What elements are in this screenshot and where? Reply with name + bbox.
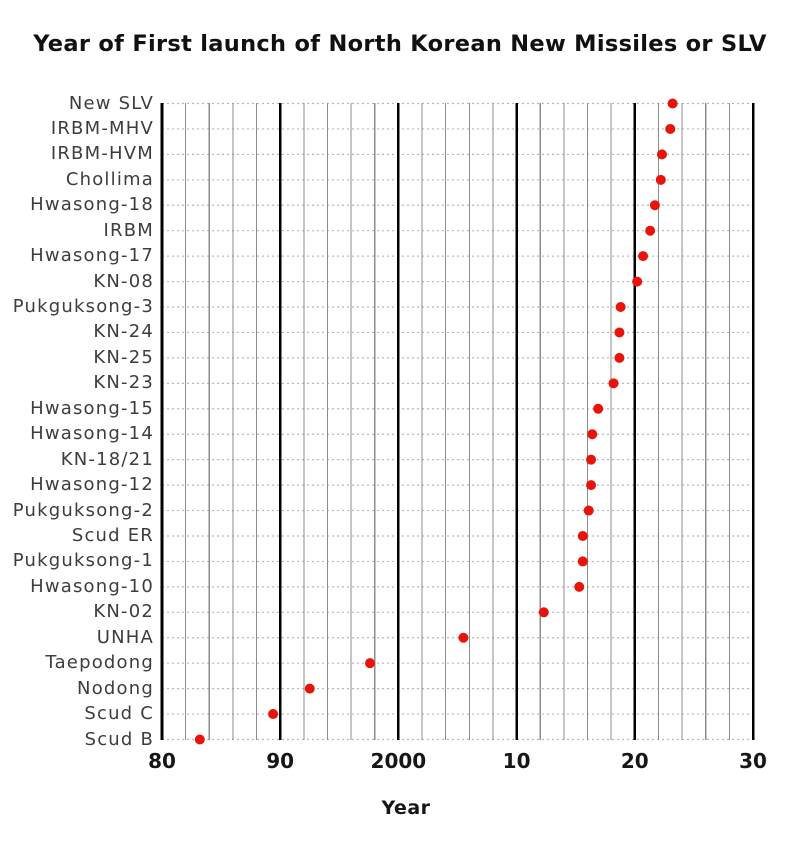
chart-title: Year of First launch of North Korean New… — [33, 31, 767, 57]
y-axis-label: Taepodong — [45, 652, 154, 674]
data-point-kn-02 — [538, 607, 549, 618]
data-point-scud-er — [577, 530, 588, 541]
x-axis-tick-label: 90 — [266, 749, 295, 773]
y-axis-label: KN-08 — [93, 270, 154, 292]
y-axis-label: Scud B — [84, 728, 154, 750]
y-axis-label: KN-24 — [93, 321, 154, 343]
y-axis-label: Hwasong-15 — [30, 397, 154, 419]
data-point-hwasong-14 — [587, 429, 598, 440]
data-point-taepodong — [365, 658, 376, 669]
data-point-kn-08 — [632, 276, 643, 287]
data-point-hwasong-10 — [574, 581, 585, 592]
y-axis-label: Scud C — [84, 703, 154, 725]
y-axis-label: Hwasong-18 — [30, 194, 154, 216]
y-axis-label: Nodong — [77, 677, 154, 699]
x-axis-tick-label: 2000 — [370, 749, 427, 773]
y-axis-label: Chollima — [65, 168, 154, 190]
y-axis-label: Hwasong-10 — [30, 575, 154, 597]
data-point-kn-25 — [614, 352, 625, 363]
data-point-new-slv — [667, 98, 678, 109]
y-axis-label: KN-02 — [93, 601, 154, 623]
x-axis-tick-label: 10 — [502, 749, 531, 773]
data-point-chollima — [655, 174, 666, 185]
y-axis-label: KN-25 — [93, 346, 154, 368]
y-axis-label: IRBM-MHV — [50, 117, 154, 139]
data-point-nodong — [304, 683, 315, 694]
data-point-hwasong-18 — [649, 200, 660, 211]
data-point-pukguksong-3 — [615, 302, 626, 313]
data-point-scud-c — [268, 709, 279, 720]
y-axis-label: Pukguksong-2 — [12, 499, 154, 521]
data-point-irbm-mhv — [665, 123, 676, 134]
y-axis-label: Pukguksong-3 — [12, 296, 154, 318]
data-point-scud-b — [194, 734, 205, 745]
y-axis-label: Hwasong-14 — [30, 423, 154, 445]
x-axis-tick-label: 20 — [620, 749, 649, 773]
y-axis-label: UNHA — [96, 626, 154, 648]
y-axis-label: Hwasong-12 — [30, 474, 154, 496]
y-axis-label: Pukguksong-1 — [12, 550, 154, 572]
x-axis-tick-label: 80 — [148, 749, 176, 773]
data-point-kn-18-21 — [586, 454, 597, 465]
x-axis-title: Year — [381, 797, 431, 819]
data-point-hwasong-17 — [638, 251, 649, 262]
y-axis-label: IRBM — [103, 219, 154, 241]
data-point-hwasong-12 — [586, 480, 597, 491]
data-point-unha — [458, 632, 469, 643]
y-axis-label: Scud ER — [71, 524, 154, 546]
y-axis-label: IRBM-HVM — [50, 143, 154, 165]
data-point-irbm — [645, 225, 656, 236]
y-axis-label: KN-18/21 — [60, 448, 154, 470]
data-point-kn-24 — [614, 327, 625, 338]
data-point-kn-23 — [608, 378, 619, 389]
y-axis-label: KN-23 — [93, 372, 154, 394]
data-point-pukguksong-1 — [577, 556, 588, 567]
y-axis-label: Hwasong-17 — [30, 245, 154, 267]
data-point-hwasong-15 — [593, 403, 604, 414]
data-point-irbm-hvm — [656, 149, 667, 160]
y-axis-label: New SLV — [68, 92, 154, 114]
data-point-pukguksong-2 — [583, 505, 594, 516]
x-axis-tick-label: 30 — [739, 749, 767, 773]
